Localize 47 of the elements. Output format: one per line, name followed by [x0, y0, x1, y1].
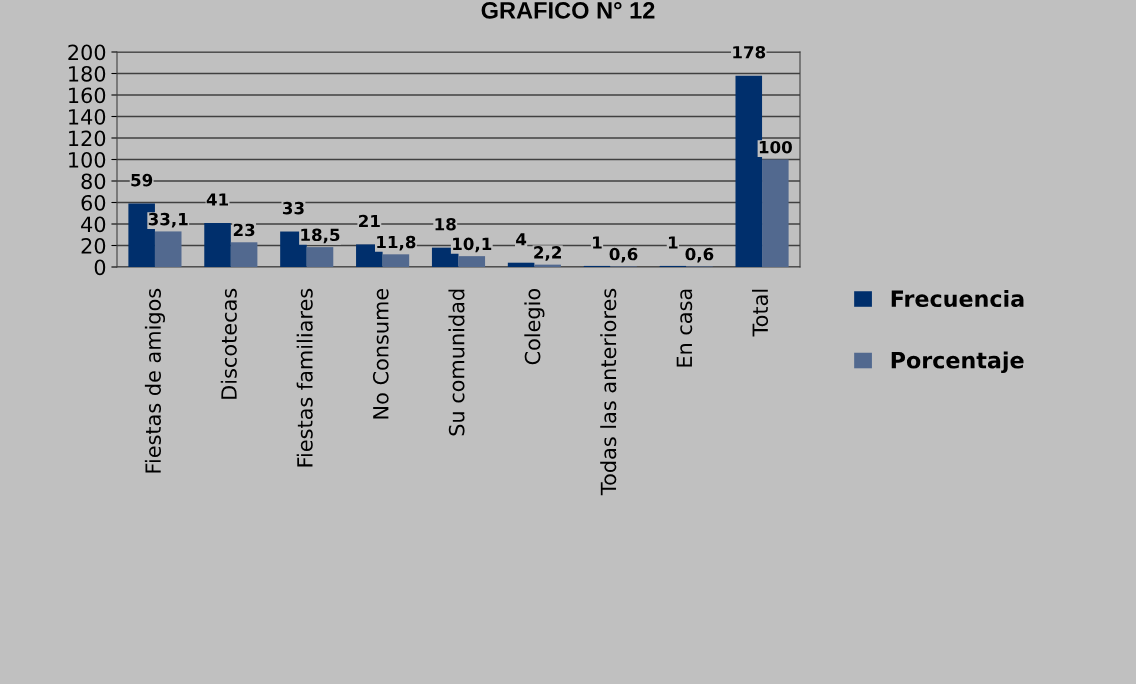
y-tick-label: 60 [81, 194, 106, 211]
bar [762, 159, 789, 267]
data-label: 18,5 [301, 228, 340, 244]
legend-label: Porcentaje [891, 351, 1024, 374]
legend-label: Frecuencia [891, 289, 1024, 308]
bar [507, 262, 535, 267]
x-tick-label: Fiestas familiares [296, 288, 313, 467]
x-tick-label: Todas las anteriores [600, 288, 617, 496]
bar [306, 247, 334, 267]
data-label: 0,6 [685, 247, 714, 263]
data-label: 59 [131, 173, 153, 187]
data-label: 18 [435, 217, 456, 231]
data-label: 1 [668, 236, 678, 249]
bar [230, 242, 258, 267]
data-label: 23 [233, 223, 255, 237]
data-label: 41 [206, 193, 228, 206]
x-tick-label: Su comunidad [448, 289, 465, 436]
bar [154, 231, 182, 267]
data-label: 10,1 [453, 237, 492, 253]
x-tick-label: Fiestas de amigos [144, 288, 166, 473]
y-tick-label: 80 [81, 173, 106, 190]
y-tick-label: 0 [94, 259, 106, 276]
x-tick-label: No Consume [372, 288, 389, 419]
data-label: 33,1 [148, 212, 188, 228]
y-tick-label: 40 [81, 216, 106, 233]
x-tick-label: En casa [676, 289, 693, 367]
y-tick-label: 20 [81, 237, 106, 254]
y-tick-label: 140 [69, 108, 106, 125]
data-label: 178 [733, 45, 766, 59]
bar [204, 222, 231, 267]
x-tick-label: Total [751, 289, 769, 337]
data-label: 33 [282, 201, 304, 215]
data-label: 4 [516, 233, 527, 246]
x-tick-label: Colegio [524, 288, 545, 365]
data-label: 2,2 [534, 246, 561, 261]
x-tick-label: Discotecas [220, 288, 237, 399]
chart-title: GRAFICO N° 12 [481, 1, 655, 19]
y-tick-label: 120 [69, 130, 106, 147]
y-tick-label: 160 [69, 87, 106, 104]
data-label: 11,8 [377, 235, 416, 251]
data-label: 0,6 [609, 247, 638, 263]
data-label: 100 [759, 140, 792, 154]
y-tick-label: 100 [69, 151, 106, 168]
y-tick-label: 200 [68, 44, 106, 61]
y-tick-label: 180 [69, 65, 106, 82]
data-label: 1 [593, 236, 602, 249]
data-label: 21 [359, 214, 380, 228]
